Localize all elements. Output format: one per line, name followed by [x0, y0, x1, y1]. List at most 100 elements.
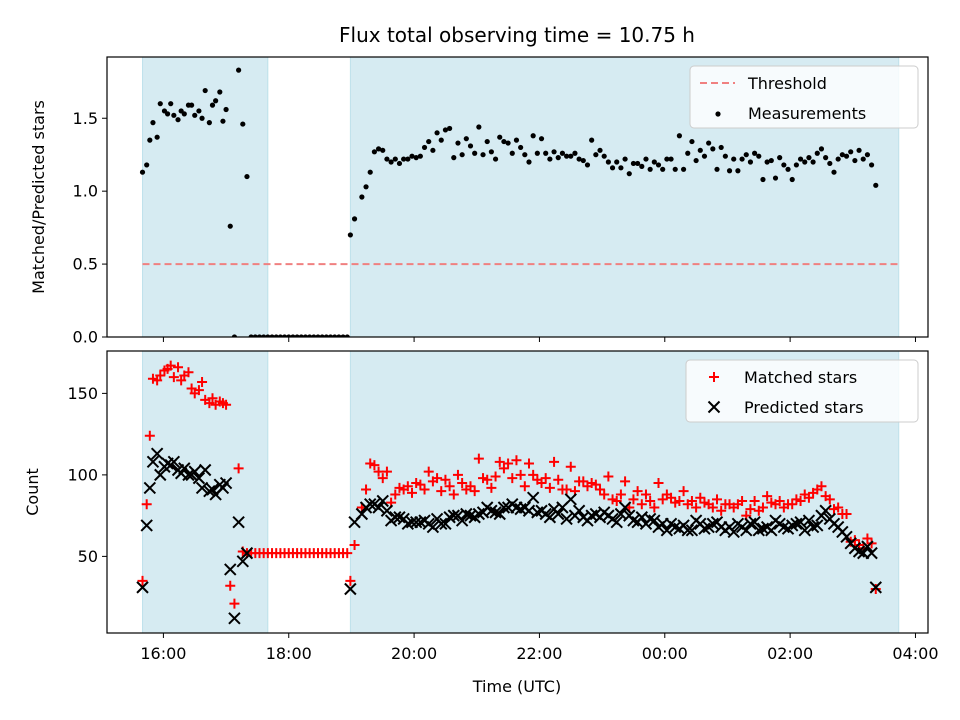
matched-star-point — [674, 495, 685, 506]
measurement-point — [392, 156, 398, 162]
measurement-point — [609, 165, 616, 171]
measurement-point — [332, 334, 338, 337]
matched-star-point — [144, 430, 155, 441]
matched-star-point — [707, 502, 718, 513]
matched-star-point — [168, 372, 179, 383]
measurement-point — [459, 152, 465, 158]
predicted-star-point — [393, 511, 406, 524]
measurement-point — [248, 334, 254, 337]
measurement-point — [206, 120, 212, 126]
matched-star-point — [549, 456, 560, 467]
measurement-point — [196, 108, 202, 114]
measurement-point — [518, 144, 524, 151]
predicted-star-point — [192, 471, 206, 485]
measurement-point — [497, 134, 503, 140]
matched-star-point — [381, 466, 392, 477]
bottom-axes-frame — [106, 350, 929, 634]
matched-star-point — [774, 495, 785, 506]
matched-star-point — [197, 376, 208, 387]
predicted-star-point — [493, 507, 506, 521]
legend-predicted-swatch — [707, 400, 721, 414]
matched-star-point — [390, 489, 401, 500]
measurement-point — [818, 146, 825, 152]
matched-star-point — [523, 458, 534, 469]
measurement-point — [509, 150, 515, 156]
measurement-point — [323, 334, 329, 337]
measurement-point — [492, 156, 499, 162]
measurement-point — [664, 156, 670, 162]
measurement-point — [302, 334, 309, 337]
matched-star-point — [503, 458, 514, 469]
measurement-point — [359, 194, 365, 200]
predicted-star-point — [798, 524, 811, 537]
predicted-star-point — [811, 519, 824, 532]
plot-layer: 0.0 0.5 1.0 1.5 Threshold Measurements 50 100 15… — [67, 56, 939, 663]
matched-star-point — [345, 575, 356, 586]
measurement-point — [584, 162, 591, 168]
matched-star-point — [603, 471, 614, 482]
matched-star-point — [490, 471, 501, 482]
measurement-point — [286, 334, 292, 337]
measurement-point — [685, 150, 691, 156]
predicted-star-point — [167, 455, 181, 469]
measurement-point — [697, 147, 703, 153]
measurement-point — [689, 138, 695, 145]
predicted-star-point — [380, 504, 394, 517]
measurement-point — [327, 334, 334, 337]
measurement-point — [396, 160, 403, 167]
measurement-point — [307, 334, 313, 337]
measurement-point — [848, 149, 854, 155]
measurement-point — [363, 184, 369, 190]
top-ytick-label: 1.5 — [73, 109, 98, 128]
top-shaded-interval-1 — [142, 57, 269, 337]
top-ytick-label: 1.0 — [73, 182, 98, 201]
measurement-point — [668, 156, 674, 162]
measurement-point — [835, 156, 841, 162]
matched-star-point — [628, 494, 639, 505]
measurement-point — [731, 156, 737, 162]
matched-star-point — [640, 489, 651, 500]
matched-star-point — [615, 489, 626, 500]
predicted-star-point — [219, 476, 233, 490]
predicted-star-point — [154, 468, 167, 482]
measurement-point — [223, 106, 229, 113]
predicted-star-point — [861, 540, 874, 553]
bottom-xtick-label: 20:00 — [391, 644, 437, 663]
measurement-point — [568, 153, 574, 159]
measurement-point — [401, 156, 407, 162]
measurement-point — [269, 334, 275, 337]
measurement-point — [442, 127, 449, 133]
measurement-point — [660, 166, 666, 172]
predicted-star-point — [852, 545, 866, 558]
matched-star-point — [436, 486, 447, 497]
measurement-point — [315, 334, 321, 337]
predicted-star-point — [146, 455, 160, 469]
measurement-point — [589, 137, 595, 143]
measurement-point — [781, 162, 787, 168]
matched-star-point — [749, 495, 760, 506]
measurement-point — [706, 140, 712, 146]
measurement-point — [810, 159, 816, 165]
matched-star-point — [444, 481, 455, 492]
measurement-point — [157, 101, 163, 107]
measurement-point — [319, 334, 325, 337]
predicted-star-point — [195, 481, 209, 495]
matched-star-point — [432, 473, 443, 484]
measurement-point — [455, 140, 461, 146]
predicted-star-point — [806, 520, 820, 534]
matched-star-point — [833, 502, 844, 513]
matched-star-point — [824, 494, 835, 505]
predicted-star-point — [752, 524, 765, 537]
matched-star-point — [841, 509, 852, 520]
matched-star-point — [561, 484, 572, 495]
measurement-point — [277, 334, 283, 337]
top-axes-frame — [106, 56, 929, 338]
measurement-point — [290, 334, 296, 337]
predicted-star-point — [727, 525, 740, 539]
matched-star-point — [361, 484, 372, 495]
measurement-point — [209, 102, 216, 108]
predicted-star-point — [790, 517, 803, 530]
measurement-point — [294, 334, 300, 337]
matched-star-point — [762, 491, 773, 502]
predicted-star-point — [748, 515, 761, 529]
